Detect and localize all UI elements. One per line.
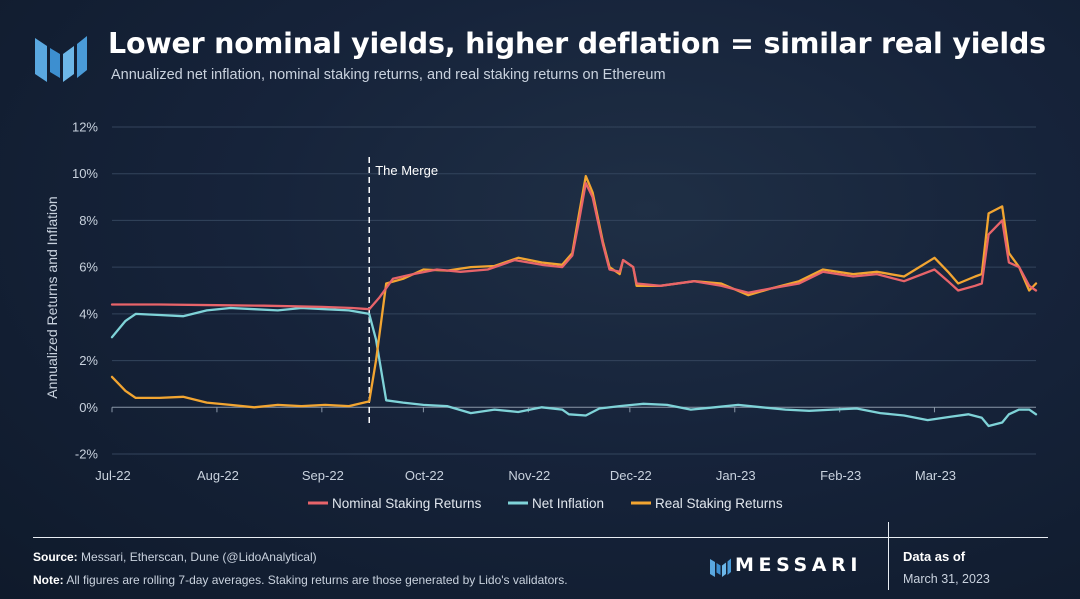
x-tick-label: Jul-22 xyxy=(95,468,130,483)
x-tick-label: Nov-22 xyxy=(508,468,550,483)
x-tick-label: Sep-22 xyxy=(302,468,344,483)
merge-annotation-label: The Merge xyxy=(375,163,438,178)
x-tick-label: Feb-23 xyxy=(820,468,861,483)
legend-label: Real Staking Returns xyxy=(655,496,783,511)
x-tick-label: Dec-22 xyxy=(610,468,652,483)
messari-logo-icon xyxy=(35,36,87,82)
y-tick-label: 6% xyxy=(79,260,98,275)
note-text: All figures are rolling 7-day averages. … xyxy=(66,573,568,587)
source-text: Messari, Etherscan, Dune (@LidoAnalytica… xyxy=(81,550,317,564)
y-tick-label: 0% xyxy=(79,400,98,415)
y-tick-label: 10% xyxy=(72,166,98,181)
y-tick-label: 4% xyxy=(79,306,98,321)
data-as-of-label: Data as of xyxy=(903,549,966,564)
legend-label: Net Inflation xyxy=(532,496,604,511)
footnote: Note: All figures are rolling 7-day aver… xyxy=(33,573,568,587)
y-tick-label: 12% xyxy=(72,120,98,135)
footer-divider xyxy=(33,537,1048,538)
series-line-net-inflation xyxy=(110,306,1038,428)
y-tick-label: 8% xyxy=(79,213,98,228)
y-axis-label: Annualized Returns and Inflation xyxy=(44,196,60,398)
source-note: Source: Messari, Etherscan, Dune (@LidoA… xyxy=(33,550,317,564)
legend-label: Nominal Staking Returns xyxy=(332,496,482,511)
note-label: Note: xyxy=(33,573,64,587)
series-line-nominal-staking-returns xyxy=(110,181,1038,311)
y-tick-label: 2% xyxy=(79,353,98,368)
chart-title: Lower nominal yields, higher deflation =… xyxy=(108,27,1046,60)
messari-brand-icon xyxy=(710,558,731,577)
data-as-of-date: March 31, 2023 xyxy=(903,572,990,586)
x-tick-label: Oct-22 xyxy=(405,468,444,483)
x-tick-label: Aug-22 xyxy=(197,468,239,483)
source-label: Source: xyxy=(33,550,78,564)
x-tick-label: Jan-23 xyxy=(716,468,756,483)
line-chart: -2% 0% 2% 4% 6% 8% 10% 12% Jul-22 Aug-22 Sep-22 Oct… xyxy=(44,120,1038,511)
y-tick-label: -2% xyxy=(75,447,99,462)
brand-wordmark: MESSARI xyxy=(735,554,863,576)
chart-subtitle: Annualized net inflation, nominal stakin… xyxy=(111,67,666,83)
series-line-real-staking-returns xyxy=(110,174,1038,409)
footer-vertical-divider xyxy=(888,522,889,590)
x-tick-label: Mar-23 xyxy=(915,468,956,483)
